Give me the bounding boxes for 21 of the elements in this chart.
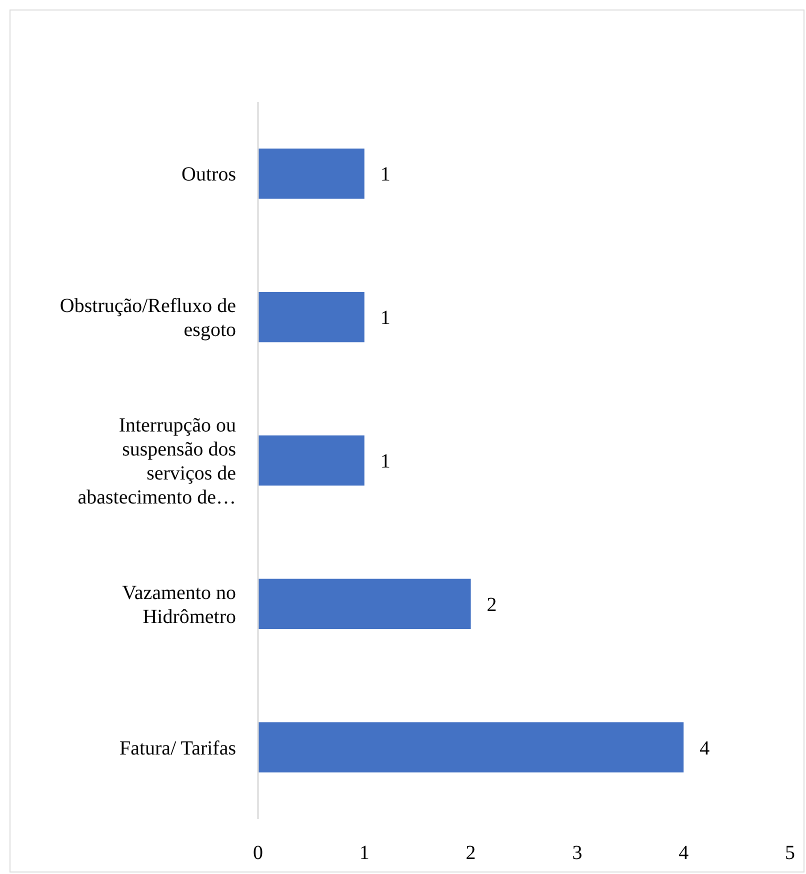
data-label: 4 <box>700 737 710 760</box>
bar <box>258 435 364 486</box>
x-tick-label: 3 <box>572 842 582 864</box>
bar <box>258 148 364 199</box>
data-label: 1 <box>380 164 390 186</box>
data-label: 1 <box>380 307 390 330</box>
data-label: 1 <box>380 450 390 472</box>
y-tick-label: Interrupção ou suspensão dos serviços de abastecimento de… <box>78 414 236 508</box>
x-tick-label: 0 <box>253 842 263 864</box>
x-tick-label: 2 <box>466 842 476 864</box>
y-tick-label: Fatura/ Tarifas <box>119 737 236 760</box>
x-tick-label: 4 <box>678 842 689 864</box>
bar <box>258 292 364 342</box>
bar <box>258 722 684 772</box>
data-label: 2 <box>486 594 497 616</box>
y-tick-label: Vazamento no Hidrômetro <box>122 582 236 628</box>
bar <box>258 578 471 629</box>
x-tick-label: 5 <box>785 842 795 864</box>
y-tick-label: Obstrução/Refluxo de esgoto <box>60 295 236 342</box>
y-tick-label: Outros <box>182 164 236 186</box>
x-tick-label: 1 <box>359 842 370 864</box>
